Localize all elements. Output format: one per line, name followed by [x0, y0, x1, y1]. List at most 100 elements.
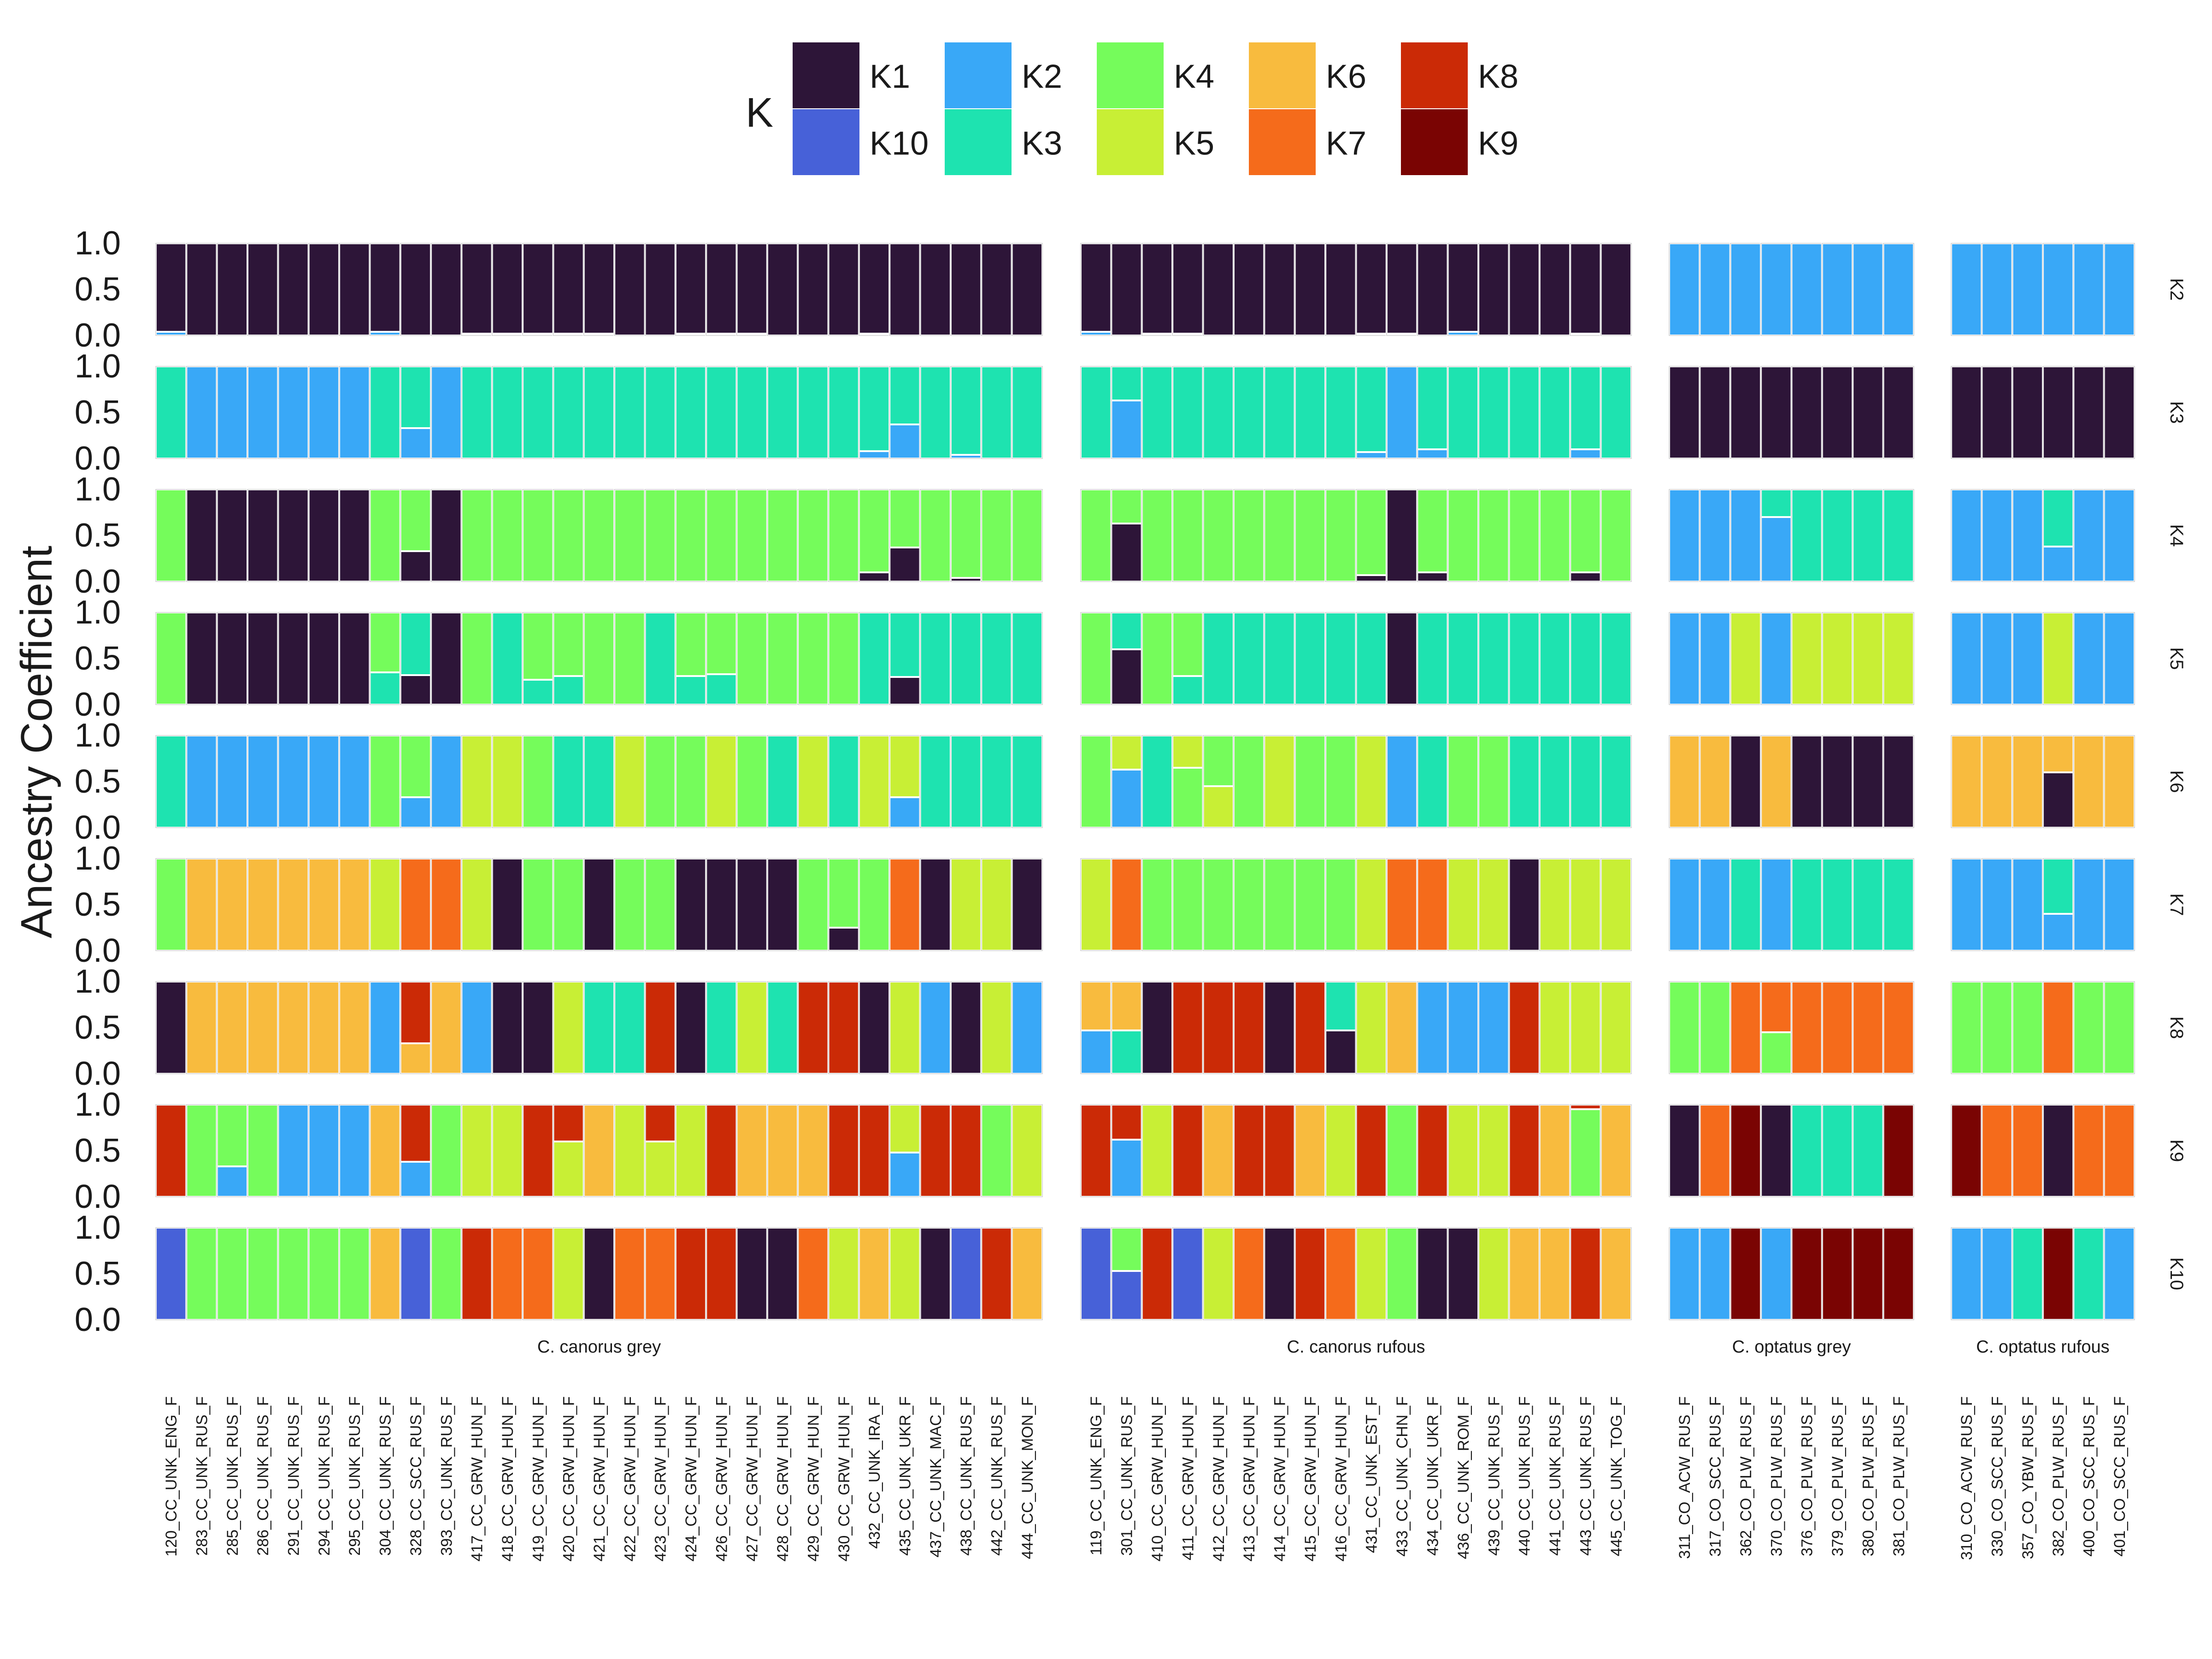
bar-segment [888, 1227, 921, 1321]
bar-outline [1011, 981, 1043, 1074]
bar-segment [858, 242, 891, 335]
bar-segment [644, 858, 677, 952]
bar-segment [491, 242, 524, 335]
bar-segment [1852, 981, 1884, 1075]
bar-segment [858, 735, 891, 829]
bar-segment [766, 1227, 799, 1321]
bar-segment [1729, 488, 1762, 582]
bar-segment [1760, 1227, 1793, 1321]
bar-segment [399, 1227, 432, 1321]
bar-segment [247, 365, 279, 459]
bar-segment [1852, 1104, 1884, 1198]
bar-segment [1263, 242, 1296, 336]
bar-segment [1141, 858, 1174, 952]
bar-segment [2103, 488, 2136, 582]
bar-segment [705, 858, 738, 952]
bar-segment [1110, 648, 1143, 706]
bar-segment [2072, 242, 2105, 336]
bar-segment [1171, 242, 1204, 335]
bar-segment [1821, 242, 1854, 336]
legend-label-k7: K7 [1326, 125, 1366, 162]
bar-segment [216, 612, 249, 706]
bar-segment [613, 1227, 646, 1321]
bar-segment [980, 365, 1013, 459]
bar-segment [1447, 981, 1480, 1075]
legend-label-k1: K1 [870, 59, 910, 95]
bar-segment [827, 365, 860, 459]
bar-segment [338, 1104, 371, 1198]
bar-segment [1416, 612, 1449, 706]
bar-segment [1569, 571, 1602, 582]
bar-segment [277, 858, 310, 952]
bar-segment [1477, 858, 1510, 952]
bar-segment [1538, 612, 1571, 706]
bar-segment [1324, 1104, 1357, 1198]
bar-segment [369, 612, 401, 673]
sample-label: 286_CC_UNK_RUS_F [254, 1396, 272, 1556]
group-2: C. canorus rufous 119_CC_UNK_ENG_F 301_CC_… [1080, 242, 1632, 1561]
sample-label: 415_CC_GRW_HUN_F [1302, 1396, 1319, 1561]
bar-segment [1981, 1104, 2013, 1198]
bar-outline [1600, 1104, 1632, 1197]
bar-segment [522, 365, 554, 459]
bar-segment [1790, 735, 1823, 829]
bar-segment [1011, 1104, 1044, 1198]
bar-segment [1477, 1104, 1510, 1198]
bar-segment [1447, 735, 1480, 829]
bar-segment [552, 1227, 585, 1321]
bar-segment [307, 735, 341, 829]
bar-segment [338, 612, 371, 706]
bar-segment [522, 488, 554, 582]
bar-segment [1232, 858, 1265, 952]
bar-segment [888, 424, 921, 459]
bar-segment [1447, 858, 1480, 952]
bar-segment [1569, 365, 1602, 450]
bar-segment [338, 981, 371, 1075]
bar-segment [674, 858, 707, 952]
bar-outline [2103, 1227, 2135, 1320]
bar-segment [1852, 365, 1884, 459]
bar-outline [2103, 1104, 2135, 1197]
bar-segment [1447, 331, 1480, 336]
bar-segment [1852, 735, 1884, 829]
bar-segment [1668, 488, 1701, 582]
bar-segment [766, 1104, 799, 1198]
bar-outline [1011, 489, 1043, 582]
bar-segment [2072, 365, 2105, 459]
bar-segment [919, 858, 952, 952]
bar-segment [1729, 858, 1762, 952]
bar-segment [277, 612, 310, 706]
bar-segment [2042, 858, 2075, 915]
bar-segment [827, 858, 860, 929]
bar-segment [827, 735, 860, 829]
sample-label: 423_CC_GRW_HUN_F [652, 1396, 670, 1561]
bar-segment [735, 242, 768, 335]
bar-segment [1882, 858, 1915, 952]
bar-segment [1080, 735, 1112, 829]
bar-segment [1538, 488, 1571, 582]
bar-segment [1668, 1227, 1701, 1321]
bar-segment [1110, 735, 1143, 771]
bar-segment [644, 242, 677, 336]
sample-label: 434_CC_UNK_UKR_F [1424, 1396, 1441, 1556]
bar-segment [216, 981, 249, 1075]
y-tick-label: 0.0 [75, 1178, 121, 1215]
bar-segment [155, 242, 188, 333]
sample-label: 310_CO_ACW_RUS_F [1958, 1396, 1976, 1560]
bar-segment [1080, 1030, 1112, 1075]
bar-segment [949, 577, 982, 582]
bar-segment [2042, 546, 2075, 582]
bar-segment [827, 981, 860, 1075]
bar-segment [307, 365, 341, 459]
sample-label: 291_CC_UNK_RUS_F [285, 1396, 303, 1556]
bar-segment [155, 735, 188, 829]
bar-segment [1110, 523, 1143, 582]
bar-segment [888, 547, 921, 582]
row-label-k8: K8 [2166, 1017, 2187, 1039]
sample-label: 370_CO_PLW_RUS_F [1768, 1396, 1785, 1556]
bar-segment [735, 858, 768, 952]
bar-segment [2103, 1227, 2136, 1321]
sample-label: 440_CC_UNK_RUS_F [1516, 1396, 1534, 1556]
bar-segment [307, 1104, 341, 1198]
bar-segment [2042, 488, 2075, 547]
